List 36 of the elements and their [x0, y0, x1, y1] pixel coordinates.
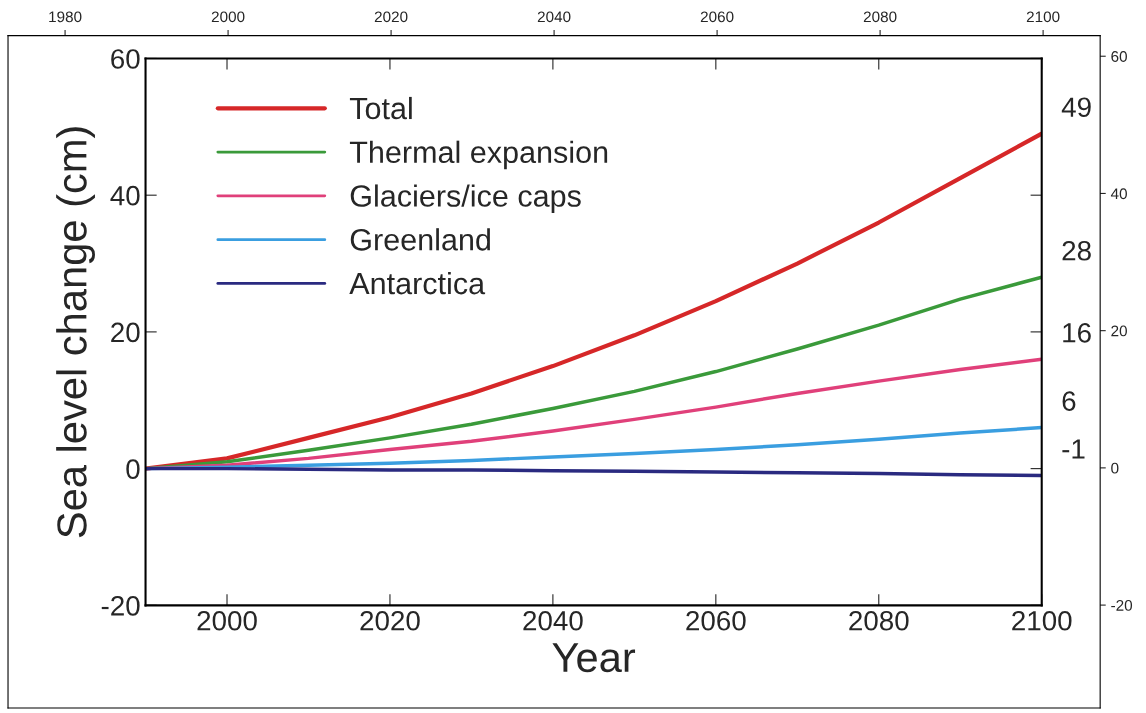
x2-tick-label: 1980 [49, 11, 82, 23]
x-tick-label: 2100 [1012, 610, 1072, 631]
data-label: 6 [1062, 391, 1076, 411]
y2-tick-label: 20 [1111, 325, 1127, 337]
x2-tick-label: 2080 [863, 11, 897, 23]
y-tick-label: 0 [126, 459, 140, 479]
x-tick-label: 2020 [360, 610, 420, 631]
legend-label: Total [349, 96, 412, 120]
x2-tick-label: 2100 [1026, 11, 1060, 23]
x2-tick-label: 2000 [211, 11, 245, 23]
x-tick-label: 2060 [686, 610, 746, 631]
x-axis-title: Year [552, 643, 636, 673]
y-tick-label: -20 [101, 596, 140, 616]
data-label: -1 [1062, 439, 1085, 459]
y-tick-label: 40 [110, 185, 140, 206]
data-label: 16 [1063, 322, 1091, 343]
x-tick-label: 2040 [523, 610, 583, 631]
data-label: 28 [1062, 240, 1091, 261]
data-label: 49 [1061, 97, 1091, 118]
x2-tick-label: 2060 [700, 11, 734, 23]
legend-label: Antarctica [349, 271, 486, 295]
y-axis-title: Sea level change (cm) [56, 127, 95, 538]
x2-tick-label: 2040 [537, 11, 571, 23]
y2-tick-label: 0 [1111, 462, 1119, 474]
legend-label: Glaciers/ice caps [350, 184, 581, 213]
line-series [145, 466, 1042, 478]
y2-tick-label: -20 [1111, 599, 1133, 611]
y2-tick-label: 60 [1111, 51, 1127, 62]
legend-label: Thermal expansion [349, 140, 608, 170]
y-tick-label: 60 [111, 49, 140, 69]
x-tick-label: 2000 [197, 610, 257, 631]
y2-tick-label: 40 [1110, 188, 1127, 200]
y-tick-label: 20 [111, 322, 140, 343]
x-tick-label: 2080 [849, 610, 909, 631]
x2-tick-label: 2020 [374, 11, 408, 23]
legend-label: Greenland [350, 228, 490, 251]
